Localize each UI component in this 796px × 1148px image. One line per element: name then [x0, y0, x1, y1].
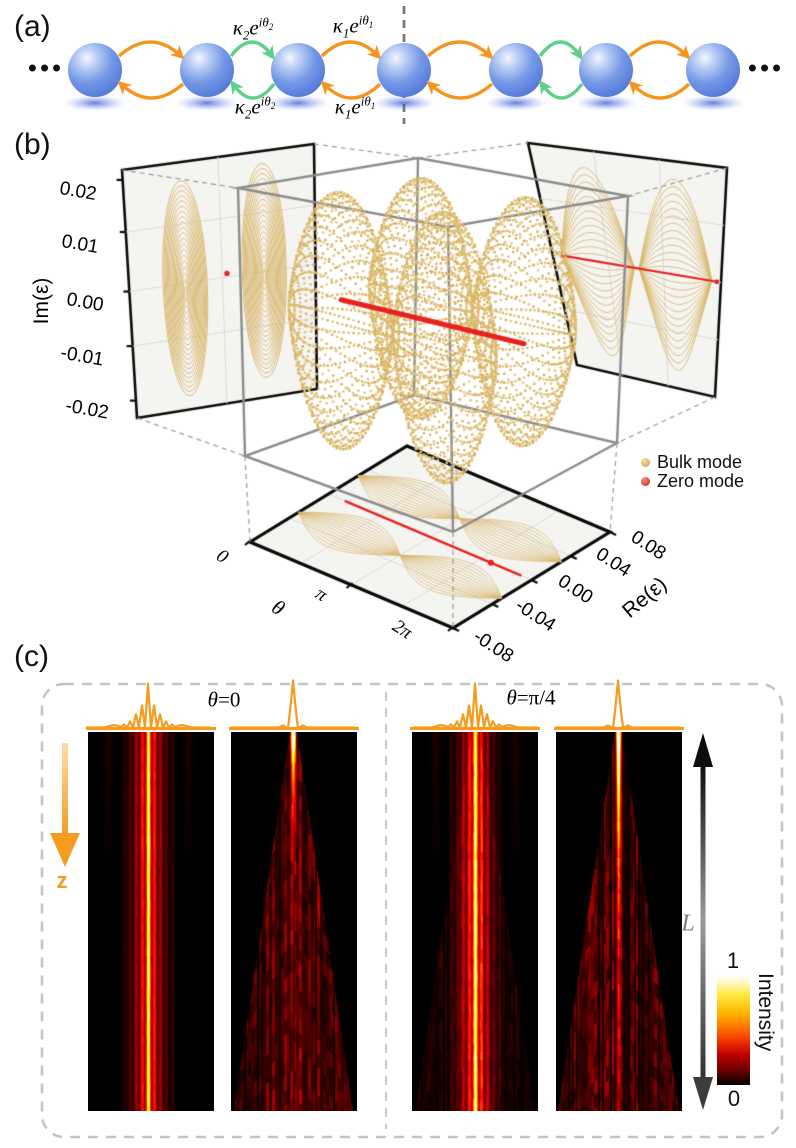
coupling-label-kappa1-bottom: κ1eiθ1 — [334, 93, 376, 122]
z-arrow-icon — [50, 743, 80, 867]
heatmap-theta0-singlesite — [231, 732, 357, 1111]
bulk-mode-dot-icon — [641, 458, 650, 467]
intensity-colorbar — [717, 975, 750, 1085]
legend-bulk-mode: Bulk mode — [641, 452, 742, 473]
thetapi4-label: θ=π/4 — [506, 685, 556, 710]
im-axis-title: Im(ε) — [30, 277, 53, 325]
L-length-label: L — [681, 910, 695, 937]
heatmap-thetapi4-singlesite — [556, 732, 682, 1111]
colorbar-title: Intensity — [754, 973, 777, 1052]
spectrum-3d-plot — [0, 128, 796, 673]
coupling-label-kappa2-top: κ2eiθ2 — [232, 14, 274, 43]
coupling-label-kappa2-bottom: κ2eiθ2 — [234, 93, 276, 122]
legend-zero-mode: Zero mode — [641, 471, 744, 492]
coupling-arrows — [117, 40, 691, 100]
heatmap-thetapi4-zeromode — [412, 732, 538, 1111]
chain-continuation-right: ••• — [747, 52, 785, 83]
chain-continuation-left: ••• — [27, 52, 65, 83]
zero-mode-label: Zero mode — [657, 471, 745, 491]
z-axis-label: z — [56, 868, 68, 893]
heatmap-theta0-zeromode — [88, 732, 214, 1111]
coupling-label-kappa1-top: κ1eiθ1 — [332, 12, 374, 41]
bulk-mode-label: Bulk mode — [657, 452, 743, 472]
panel-a-label: (a) — [14, 10, 51, 43]
input-profiles — [85, 679, 684, 731]
lattice-sites — [64, 43, 744, 111]
panel-c-label: (c) — [14, 640, 49, 673]
colorbar-max-label: 1 — [726, 948, 740, 973]
chain-schematic — [64, 6, 744, 124]
theta0-label: θ=0 — [207, 687, 241, 712]
L-arrow-icon — [693, 733, 713, 1110]
colorbar-min-label: 0 — [727, 1086, 741, 1111]
zero-mode-dot-icon — [641, 477, 650, 486]
